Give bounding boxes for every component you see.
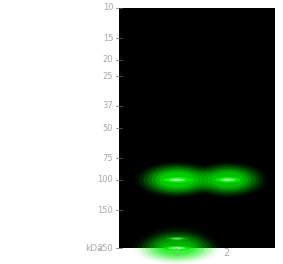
Ellipse shape xyxy=(143,165,211,194)
Ellipse shape xyxy=(162,233,192,244)
Bar xyxy=(119,8,275,248)
Ellipse shape xyxy=(159,172,194,187)
Ellipse shape xyxy=(196,165,260,194)
Text: kDa: kDa xyxy=(85,244,102,253)
Text: 10: 10 xyxy=(103,3,113,12)
Ellipse shape xyxy=(158,241,195,255)
Ellipse shape xyxy=(139,163,215,196)
Text: 2: 2 xyxy=(223,248,230,258)
Ellipse shape xyxy=(200,167,256,192)
Ellipse shape xyxy=(173,179,181,181)
Ellipse shape xyxy=(135,162,218,198)
Ellipse shape xyxy=(147,167,206,192)
Ellipse shape xyxy=(207,171,248,189)
Text: 1: 1 xyxy=(174,248,180,258)
Text: 100: 100 xyxy=(97,175,113,184)
Ellipse shape xyxy=(174,238,180,239)
Ellipse shape xyxy=(154,240,200,257)
Ellipse shape xyxy=(170,238,184,240)
Text: 25: 25 xyxy=(103,72,113,81)
Text: 150: 150 xyxy=(97,206,113,215)
Ellipse shape xyxy=(224,179,231,181)
Text: 250: 250 xyxy=(97,244,113,253)
Ellipse shape xyxy=(169,178,185,181)
Text: 20: 20 xyxy=(103,55,113,64)
Ellipse shape xyxy=(192,163,263,196)
Text: 50: 50 xyxy=(103,124,113,133)
Ellipse shape xyxy=(215,177,241,182)
Ellipse shape xyxy=(204,169,252,191)
Ellipse shape xyxy=(164,177,190,182)
Ellipse shape xyxy=(163,246,191,251)
Ellipse shape xyxy=(155,171,198,189)
Ellipse shape xyxy=(168,247,185,249)
Ellipse shape xyxy=(220,178,235,181)
Ellipse shape xyxy=(155,230,198,247)
Text: 75: 75 xyxy=(102,154,113,163)
Ellipse shape xyxy=(151,169,202,191)
Text: 15: 15 xyxy=(103,34,113,43)
Ellipse shape xyxy=(159,232,195,246)
Ellipse shape xyxy=(142,235,212,261)
Ellipse shape xyxy=(137,234,216,263)
Text: 37: 37 xyxy=(102,101,113,110)
Ellipse shape xyxy=(166,237,188,241)
Ellipse shape xyxy=(173,247,181,249)
Ellipse shape xyxy=(146,237,208,260)
Ellipse shape xyxy=(150,238,204,258)
Ellipse shape xyxy=(211,172,245,187)
